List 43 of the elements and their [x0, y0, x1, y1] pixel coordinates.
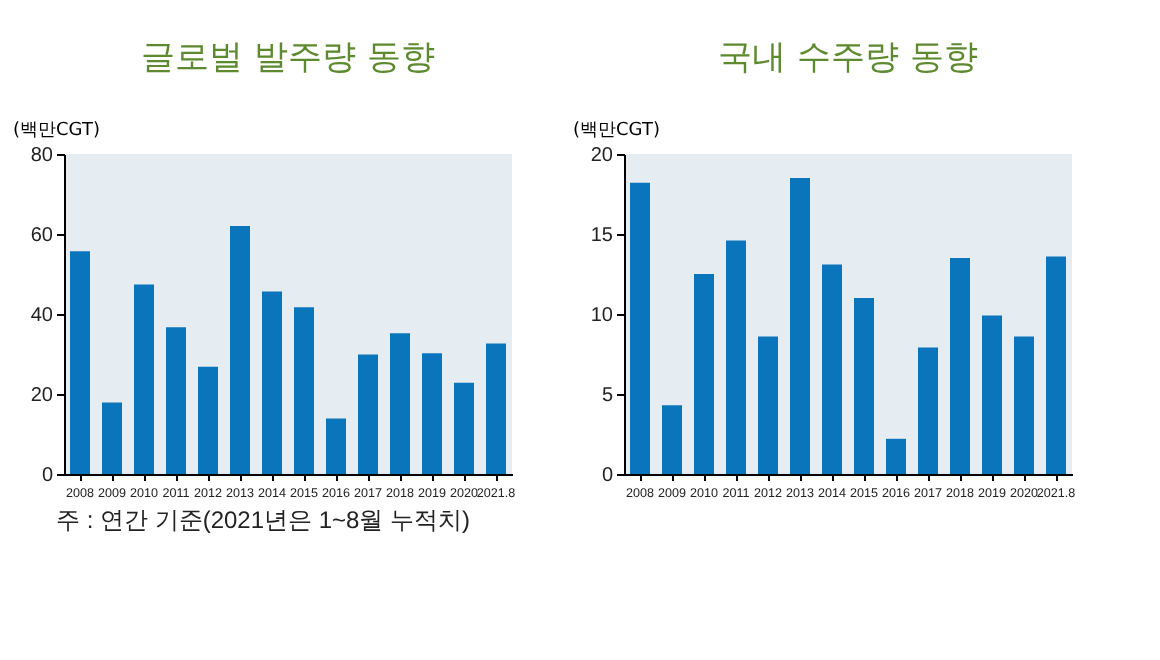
bar: [630, 182, 650, 474]
y-tick-label: 5: [601, 385, 614, 407]
bar: [262, 291, 282, 474]
bar: [726, 240, 746, 474]
bar: [390, 333, 410, 474]
bar: [694, 274, 714, 474]
bar: [70, 251, 90, 474]
bar: [982, 315, 1002, 474]
bar: [790, 178, 810, 474]
bar: [886, 438, 906, 474]
bar: [486, 343, 506, 474]
bar: [1046, 256, 1066, 474]
y-tick-label: 10: [590, 305, 614, 327]
bar: [230, 226, 250, 474]
bar: [198, 366, 218, 474]
y-tick-label: 0: [41, 465, 54, 487]
bar: [358, 354, 378, 474]
bar: [422, 353, 442, 474]
bar: [918, 347, 938, 474]
bar: [454, 382, 474, 474]
y-axis-title: (백만CGT): [573, 121, 660, 141]
bar: [662, 405, 682, 474]
y-tick-label: 60: [30, 225, 54, 247]
bar: [854, 298, 874, 474]
bar: [950, 258, 970, 474]
y-tick-label: 80: [30, 145, 54, 167]
y-tick-label: 40: [30, 305, 54, 327]
y-tick-label: 15: [590, 225, 614, 247]
bar: [822, 264, 842, 474]
y-axis-title: (백만CGT): [13, 121, 100, 141]
y-tick-label: 20: [590, 145, 614, 167]
bar: [326, 418, 346, 474]
bar: [166, 327, 186, 474]
bar: [294, 307, 314, 474]
chart-title: 글로벌 발주량 동향: [141, 38, 435, 78]
y-tick-label: 20: [30, 385, 54, 407]
text: 주 : 연간 기준(2021년은 1~8월 누적치): [56, 504, 473, 538]
bar: [102, 402, 122, 474]
bar: [758, 336, 778, 474]
y-tick-label: 0: [601, 465, 614, 487]
chart-title: 국내 수주량 동향: [718, 38, 978, 78]
bar: [1014, 336, 1034, 474]
bar: [134, 284, 154, 474]
